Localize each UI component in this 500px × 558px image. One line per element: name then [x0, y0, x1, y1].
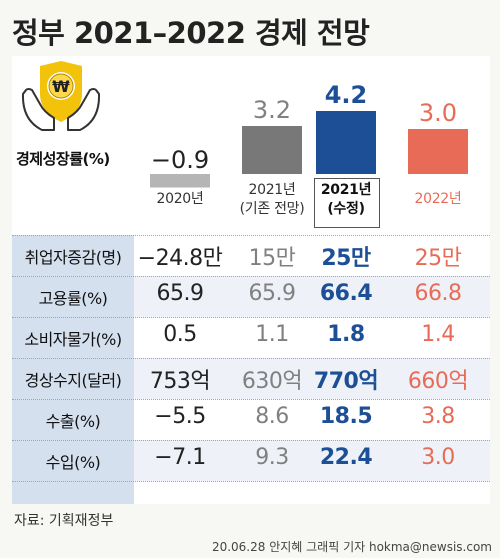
table-cell: 0.5: [163, 322, 197, 347]
row-divider: [12, 358, 490, 359]
table-cell: 65.9: [156, 281, 204, 306]
svg-text:₩: ₩: [52, 77, 70, 96]
table-cell: 3.0: [421, 445, 455, 470]
table-cell: 660억: [407, 369, 469, 394]
bar-value-label: 3.2: [253, 96, 291, 124]
category-header: 2020년: [156, 191, 204, 207]
row-divider: [12, 481, 490, 482]
bar-3: [408, 129, 468, 174]
row-divider: [12, 317, 490, 318]
row-label: 수출(%): [45, 412, 101, 431]
table-cell: −5.5: [154, 404, 206, 429]
table-cell: 18.5: [319, 404, 373, 429]
page-title: 정부 2021–2022 경제 전망: [12, 16, 370, 50]
table-cell: −7.1: [154, 445, 206, 470]
source-note: 자료: 기획재정부: [14, 513, 114, 529]
won-coin-hands-icon: ₩: [21, 61, 101, 131]
table-cell: 25만: [321, 246, 371, 271]
table-cell: 65.9: [248, 281, 296, 306]
table-cell: 66.8: [414, 281, 462, 306]
row-divider: [12, 235, 490, 236]
table-cell: 753억: [149, 369, 211, 394]
row-label-column: [12, 235, 134, 504]
table-cell: 8.6: [255, 404, 289, 429]
table-cell: 15만: [248, 246, 296, 271]
bar-1: [242, 126, 302, 174]
bar-0: [150, 174, 210, 188]
table-cell: 25만: [414, 246, 462, 271]
bar-value-label: 3.0: [419, 99, 457, 127]
row-label: 고용률(%): [38, 289, 108, 308]
bar-2: [316, 111, 376, 174]
category-highlight-box: [314, 178, 380, 228]
row-label: 경상수지(달러): [24, 371, 122, 390]
table-cell: 22.4: [319, 445, 373, 470]
table-cell: −24.8만: [137, 246, 223, 271]
category-header-forecast: 2022년: [414, 191, 462, 207]
table-cell: 770억: [313, 369, 379, 394]
row-label: 소비자물가(%): [24, 330, 122, 349]
table-cell: 66.4: [319, 281, 373, 306]
gdp-axis-label: 경제성장률(%): [16, 150, 110, 168]
row-label: 수입(%): [45, 453, 101, 472]
row-label: 취업자증감(명): [24, 248, 122, 267]
category-header-current: 2021년 (수정): [320, 182, 372, 217]
table-cell: 1.1: [255, 322, 289, 347]
row-divider: [12, 399, 490, 400]
row-divider: [12, 440, 490, 441]
table-cell: 630억: [241, 369, 303, 394]
table-cell: 3.8: [421, 404, 455, 429]
credit-line: 20.06.28 안지혜 그래픽 기자 hokma@newsis.com: [211, 540, 492, 554]
table-cell: 9.3: [255, 445, 289, 470]
row-divider: [12, 276, 490, 277]
category-header: 2021년 (기존 전망): [239, 182, 305, 217]
table-cell: 1.4: [421, 322, 455, 347]
bar-value-label: −0.9: [151, 146, 209, 174]
table-cell: 1.8: [327, 322, 365, 347]
bar-value-label: 4.2: [325, 81, 368, 109]
